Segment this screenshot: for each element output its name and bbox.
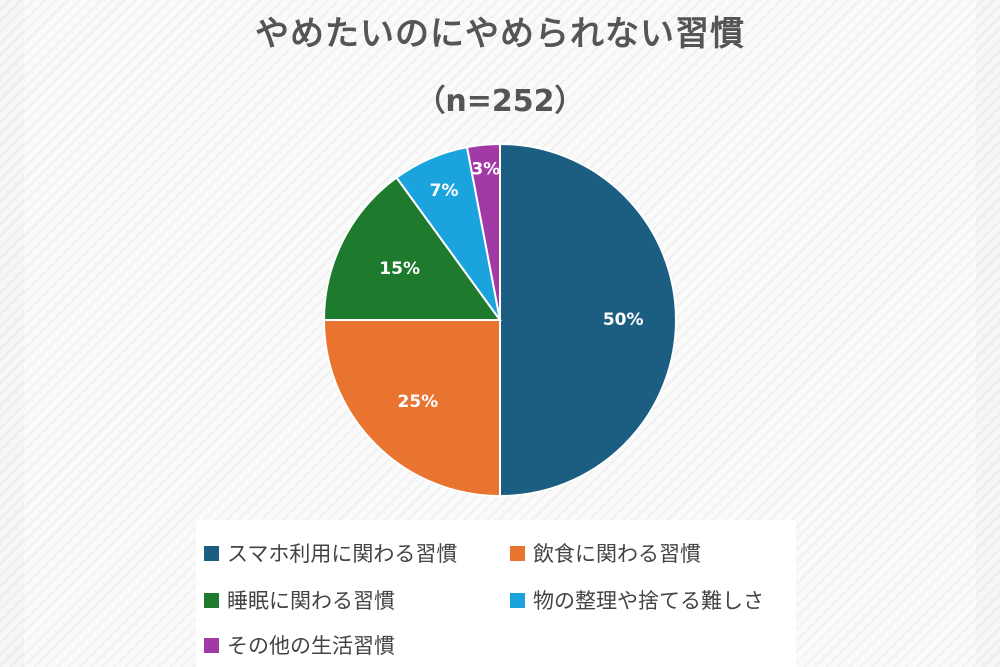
legend-item-tidying: 物の整理や捨てる難しさ xyxy=(510,585,764,615)
legend-label: スマホ利用に関わる習慣 xyxy=(227,542,458,566)
pie-slice xyxy=(465,142,501,321)
legend-label: その他の生活習慣 xyxy=(227,634,395,658)
legend-item-other: その他の生活習慣 xyxy=(204,630,395,660)
legend-swatch xyxy=(510,592,525,608)
legend-item-smartphone: スマホ利用に関わる習慣 xyxy=(204,538,457,568)
slice-value-label: 15% xyxy=(379,259,420,279)
slice-value-label: 7% xyxy=(430,181,459,201)
legend-label: 睡眠に関わる習慣 xyxy=(227,589,395,613)
chart-subtitle: （n=252） xyxy=(415,84,585,119)
legend-item-sleep: 睡眠に関わる習慣 xyxy=(204,585,395,615)
chart-legend: スマホ利用に関わる習慣 飲食に関わる習慣 睡眠に関わる習慣 物の整理や捨てる難し… xyxy=(196,520,796,667)
legend-swatch xyxy=(510,545,525,561)
legend-swatch xyxy=(204,545,219,561)
legend-swatch xyxy=(204,592,219,608)
legend-item-food: 飲食に関わる習慣 xyxy=(510,538,701,568)
slice-value-label: 3% xyxy=(471,159,500,179)
slice-value-label: 25% xyxy=(398,392,439,412)
pie-slice xyxy=(322,319,501,498)
pie-slice xyxy=(499,142,677,498)
chart-title: やめたいのにやめられない習慣 xyxy=(255,14,745,54)
slice-value-label: 50% xyxy=(603,310,644,330)
legend-swatch xyxy=(204,637,219,653)
legend-label: 物の整理や捨てる難しさ xyxy=(533,589,764,613)
legend-label: 飲食に関わる習慣 xyxy=(533,542,701,566)
pie-slice xyxy=(322,176,502,321)
